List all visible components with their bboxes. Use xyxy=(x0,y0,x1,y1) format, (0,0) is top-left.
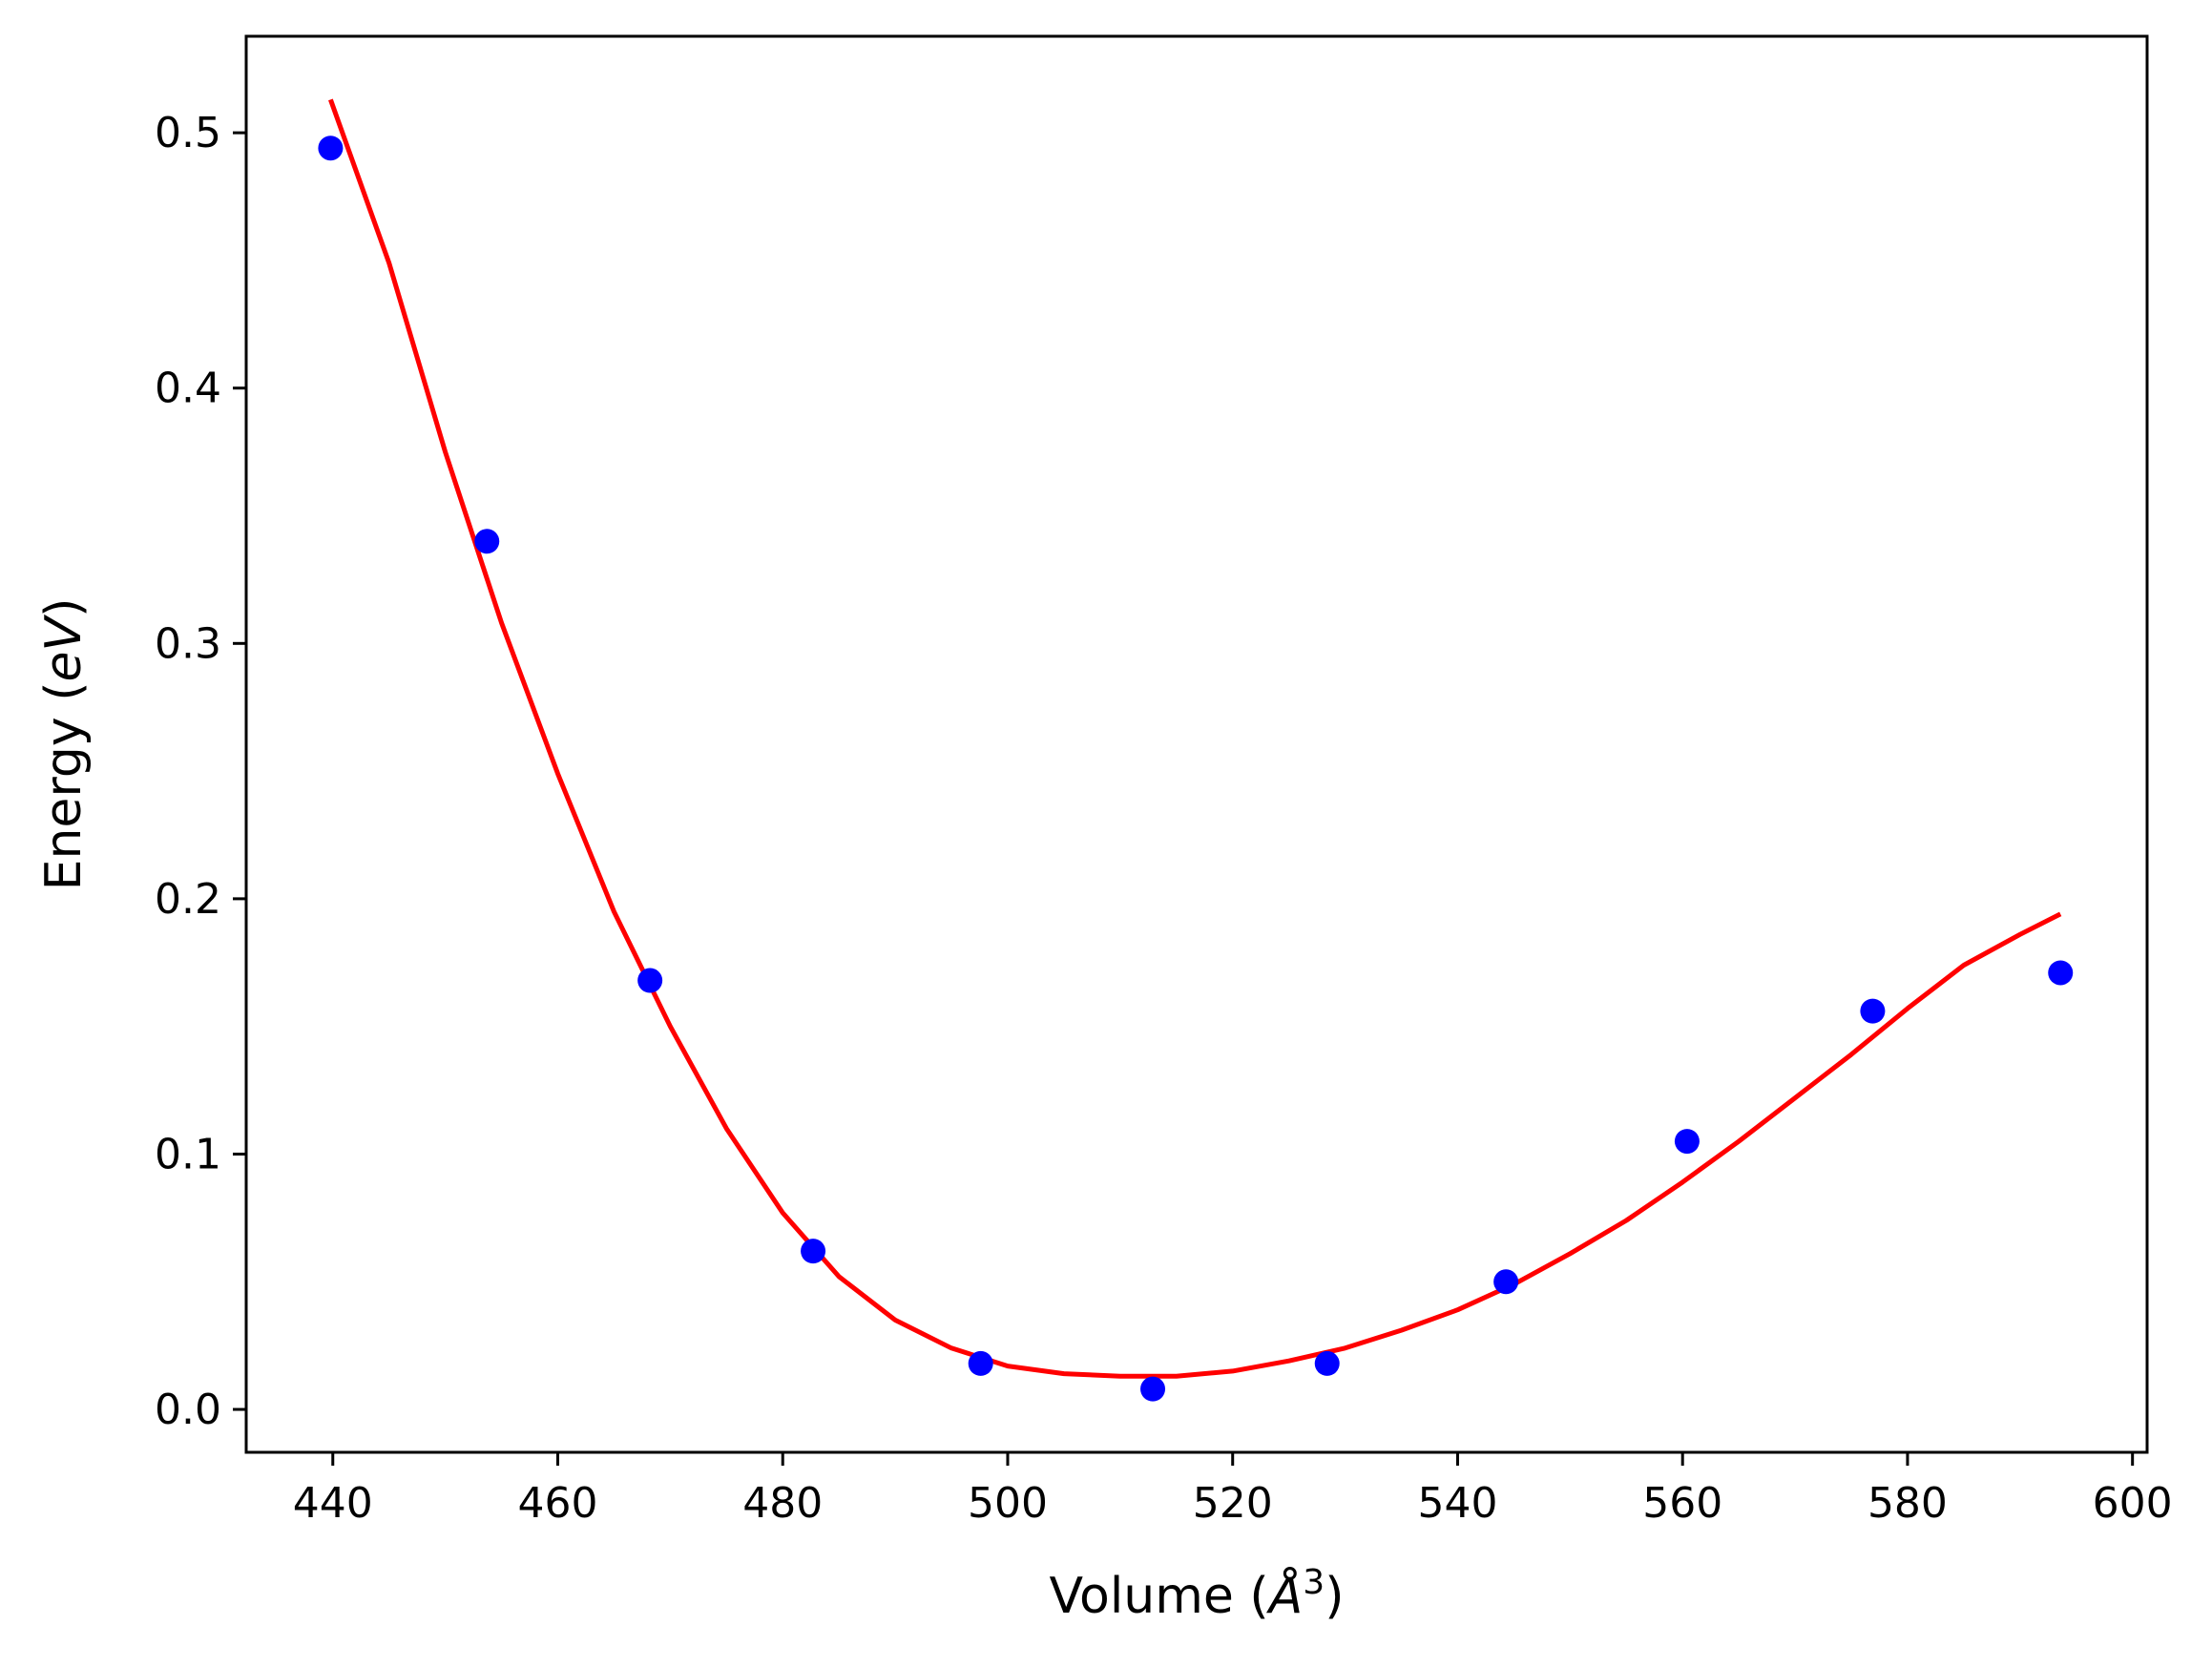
y-tick-label: 0.1 xyxy=(155,1130,221,1178)
x-tick-label: 460 xyxy=(518,1479,598,1528)
y-tick-label: 0.3 xyxy=(155,619,221,668)
data-point xyxy=(1140,1376,1166,1402)
y-axis-label: Energy (eV) xyxy=(35,598,93,891)
data-point xyxy=(1860,998,1886,1024)
fit-layer xyxy=(328,98,2062,1379)
data-point xyxy=(801,1239,826,1264)
data-point xyxy=(1314,1350,1340,1376)
x-axis-label: Volume (Å3) xyxy=(1050,1563,1345,1626)
y-tick-label: 0.4 xyxy=(155,365,221,413)
y-tick-label: 0.0 xyxy=(155,1386,221,1434)
x-tick-label: 540 xyxy=(1417,1479,1497,1528)
x-tick-label: 520 xyxy=(1193,1479,1273,1528)
data-point xyxy=(637,968,663,993)
x-tick-label: 500 xyxy=(968,1479,1048,1528)
points-layer xyxy=(318,135,2074,1402)
data-point xyxy=(474,529,500,554)
data-point xyxy=(1493,1269,1519,1295)
ticks-layer: 440 460 480 500 520 540 560 580 600 0.0 0.1 0.2 0.3 0… xyxy=(155,109,2173,1528)
y-tick-label: 0.5 xyxy=(155,109,221,157)
fit-curve xyxy=(328,98,2062,1379)
data-point xyxy=(1674,1129,1700,1155)
data-point xyxy=(2048,960,2074,986)
x-tick-label: 580 xyxy=(1868,1479,1948,1528)
data-point xyxy=(968,1350,993,1376)
plot-frame xyxy=(244,34,2149,1454)
x-tick-label: 440 xyxy=(293,1479,373,1528)
x-tick-label: 480 xyxy=(742,1479,823,1528)
data-point xyxy=(318,135,344,161)
y-tick-label: 0.2 xyxy=(155,875,221,924)
x-tick-label: 600 xyxy=(2093,1479,2173,1528)
x-tick-label: 560 xyxy=(1642,1479,1722,1528)
